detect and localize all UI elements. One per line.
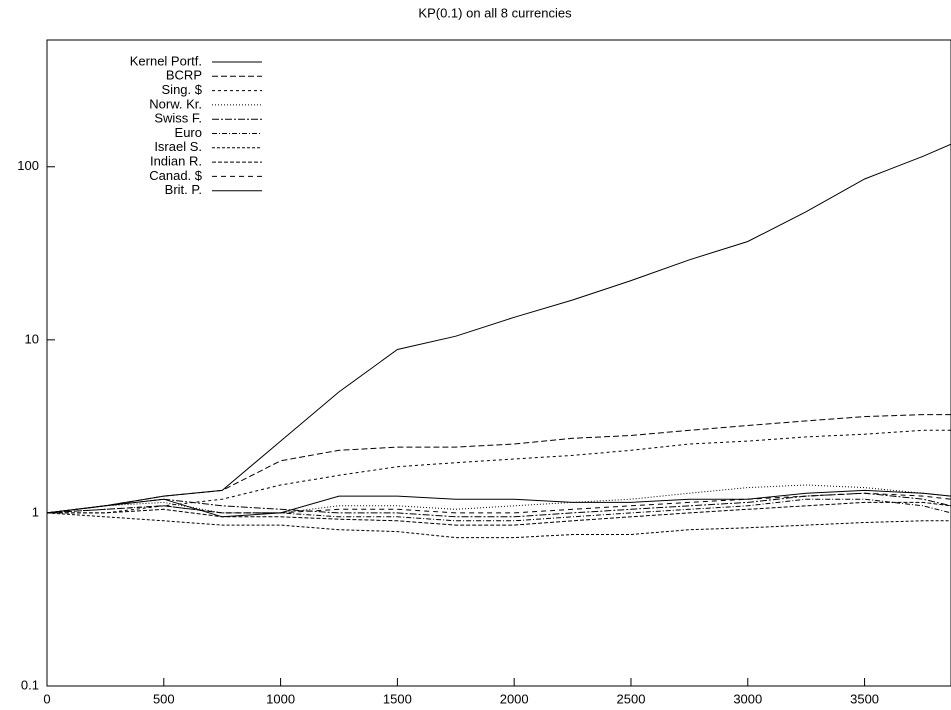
series-line xyxy=(46,414,951,514)
y-tick-label: 10 xyxy=(25,331,39,346)
x-tick-label: 3500 xyxy=(850,691,879,706)
series-line xyxy=(46,484,951,514)
x-tick-label: 2000 xyxy=(500,691,529,706)
series-line xyxy=(46,143,951,514)
series-line xyxy=(46,512,951,539)
series-line xyxy=(46,492,951,518)
series-line xyxy=(46,498,951,522)
series-line xyxy=(46,489,951,518)
y-tick-label: 0.1 xyxy=(21,677,39,692)
legend-label: Norw. Kr. xyxy=(149,96,202,111)
legend-label: Sing. $ xyxy=(162,82,203,97)
series-line xyxy=(47,429,951,514)
legend-label: BCRP xyxy=(166,68,202,83)
chart-title: KP(0.1) on all 8 currencies xyxy=(418,5,572,20)
x-tick-label: 500 xyxy=(153,691,175,706)
legend-label: Canad. $ xyxy=(149,168,203,183)
x-tick-label: 0 xyxy=(43,691,50,706)
y-tick-label: 1 xyxy=(32,504,39,519)
plot-frame xyxy=(46,39,951,687)
x-tick-label: 3000 xyxy=(733,691,762,706)
legend-label: Israel S. xyxy=(154,139,202,154)
legend-label: Brit. P. xyxy=(165,182,202,197)
legend-label: Kernel Portf. xyxy=(130,53,202,68)
series-line xyxy=(46,492,951,514)
legend-label: Swiss F. xyxy=(154,111,202,126)
y-tick-label: 100 xyxy=(17,158,39,173)
x-tick-label: 2500 xyxy=(617,691,646,706)
x-tick-label: 1000 xyxy=(266,691,295,706)
x-tick-label: 1500 xyxy=(383,691,412,706)
legend-label: Euro xyxy=(175,125,202,140)
series-line xyxy=(47,501,951,526)
legend-label: Indian R. xyxy=(150,154,202,169)
